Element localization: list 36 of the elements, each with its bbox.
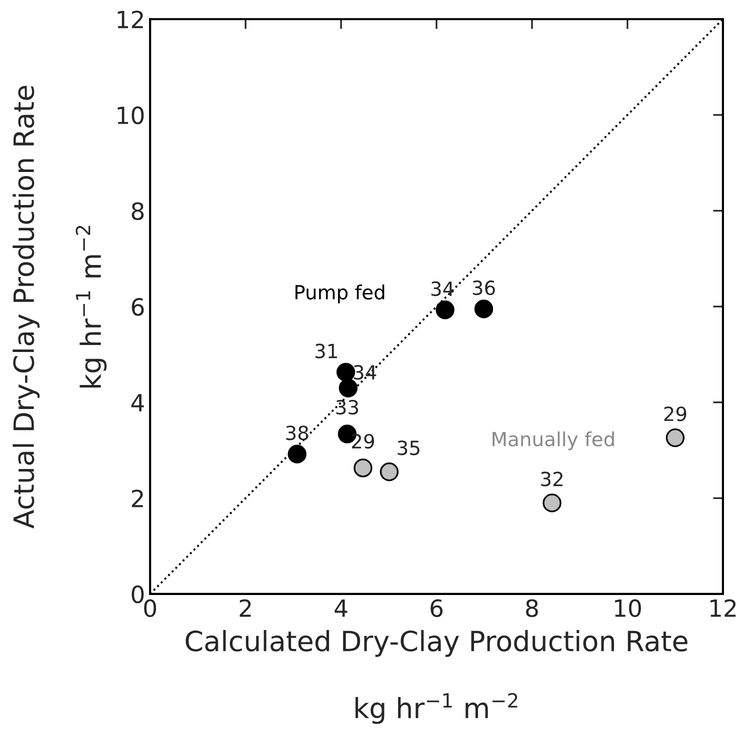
y-tick-label: 2 [132,490,143,508]
annotation: 29 [664,406,686,422]
x-tick-label: 10 [615,599,641,618]
point [474,300,494,318]
y-tick-label: 8 [132,202,144,220]
annotation: 36 [472,280,495,296]
text: Actual Dry-Clay Production Rate kg hr$^{−1}$ m$^{−2}$ [12,86,107,528]
x-tick-label: 6 [430,599,443,618]
annotation: 34 [431,281,454,296]
x-tick-label: 0 [144,599,156,618]
annotation: 35 [398,440,420,456]
annotation: 31 [315,344,337,358]
annotation: 29 [352,434,374,449]
x-tick-label: 8 [526,599,538,618]
annotation: 33 [336,400,358,415]
y-tick-label: 4 [131,394,144,412]
point [666,428,685,448]
y-tick-label: 0 [132,585,144,604]
annotation: 38 [286,426,308,440]
y-tick-label: 10 [118,106,144,124]
point [336,362,356,382]
annotation: 32 [541,472,562,486]
x-tick-label: 2 [240,599,251,617]
y-tick-label: 6 [132,298,144,316]
point [542,494,562,512]
x-tick-label: 12 [710,599,736,617]
point [288,444,306,464]
point [380,462,399,482]
text: Manually fed [492,431,614,450]
text: Calculated Dry-Clay Production Rate kg hr$^{−1}$ m$^{−2}$ [186,630,688,724]
x-tick-label: 4 [334,600,348,617]
text: Pump fed [296,284,384,304]
point [338,378,358,398]
y-tick-label: 12 [118,10,143,28]
point [436,300,454,320]
point [354,458,372,478]
